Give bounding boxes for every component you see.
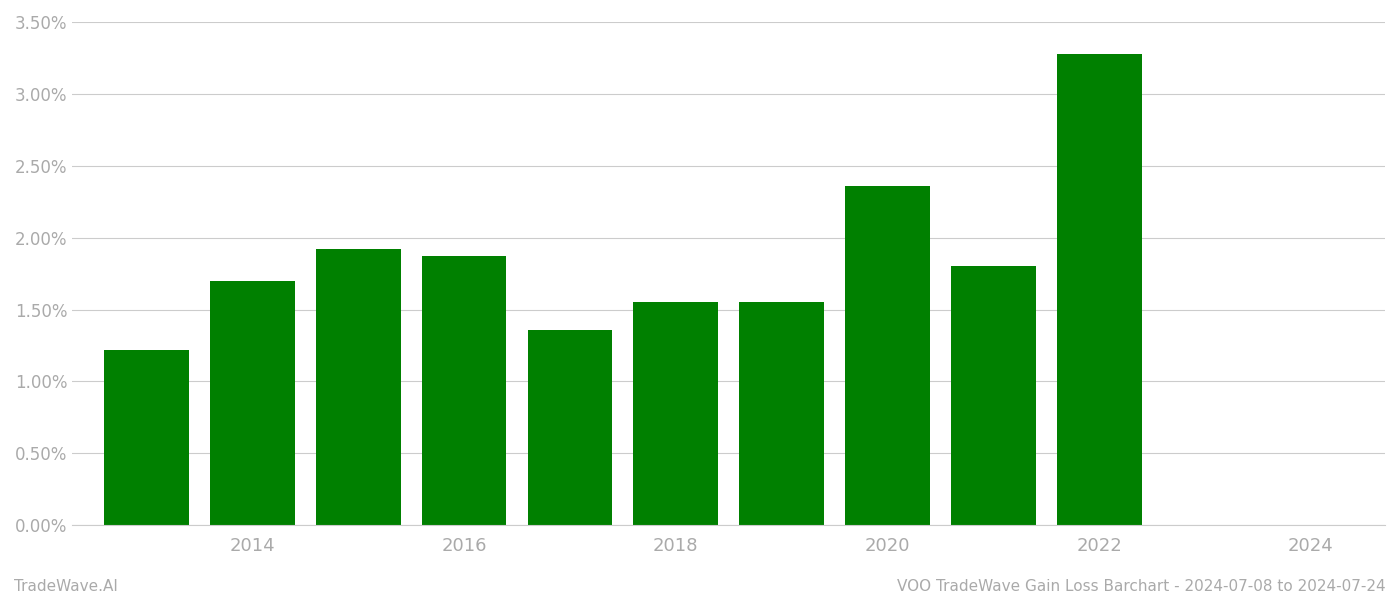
Text: VOO TradeWave Gain Loss Barchart - 2024-07-08 to 2024-07-24: VOO TradeWave Gain Loss Barchart - 2024-… [897,579,1386,594]
Bar [951,266,1036,525]
Bar [421,256,507,525]
Bar [739,302,825,525]
Bar [633,302,718,525]
Bar [846,186,930,525]
Bar [104,350,189,525]
Bar [316,249,400,525]
Bar [1057,53,1141,525]
Text: TradeWave.AI: TradeWave.AI [14,579,118,594]
Bar [210,281,294,525]
Bar [528,329,612,525]
